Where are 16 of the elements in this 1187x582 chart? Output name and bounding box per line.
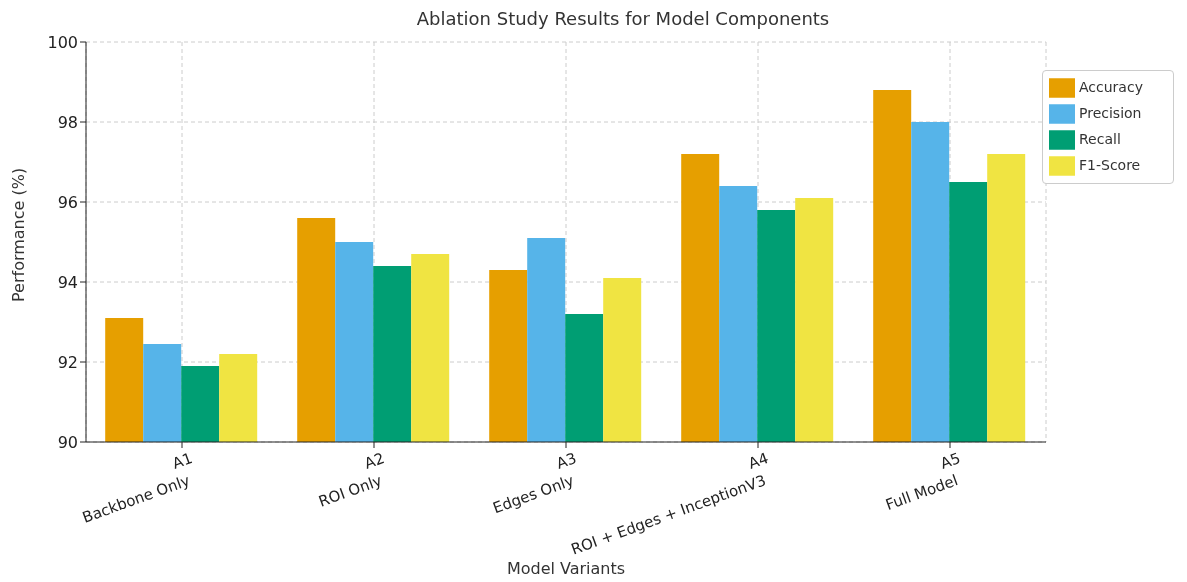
legend-label: Precision bbox=[1079, 105, 1142, 121]
y-tick-label: 98 bbox=[57, 112, 78, 132]
y-tick-label: 94 bbox=[57, 272, 78, 292]
y-tick-label: 100 bbox=[47, 32, 78, 52]
y-tick-label: 90 bbox=[57, 432, 78, 452]
x-axis-title: Model Variants bbox=[506, 559, 626, 578]
x-tick-label: A5 Full Model bbox=[883, 449, 963, 514]
legend-label: Recall bbox=[1079, 131, 1121, 147]
x-tick-label: A2 ROI Only bbox=[316, 449, 387, 511]
chart-title: Ablation Study Results for Model Components bbox=[415, 8, 831, 30]
x-tick-label: A3 Edges Only bbox=[490, 449, 579, 518]
y-axis-title: Performance (%) bbox=[8, 167, 28, 302]
y-tick-label: 92 bbox=[57, 352, 78, 372]
y-tick-label: 96 bbox=[57, 192, 78, 212]
legend-label: F1-Score bbox=[1079, 157, 1141, 173]
legend-label: Accuracy bbox=[1079, 79, 1143, 95]
